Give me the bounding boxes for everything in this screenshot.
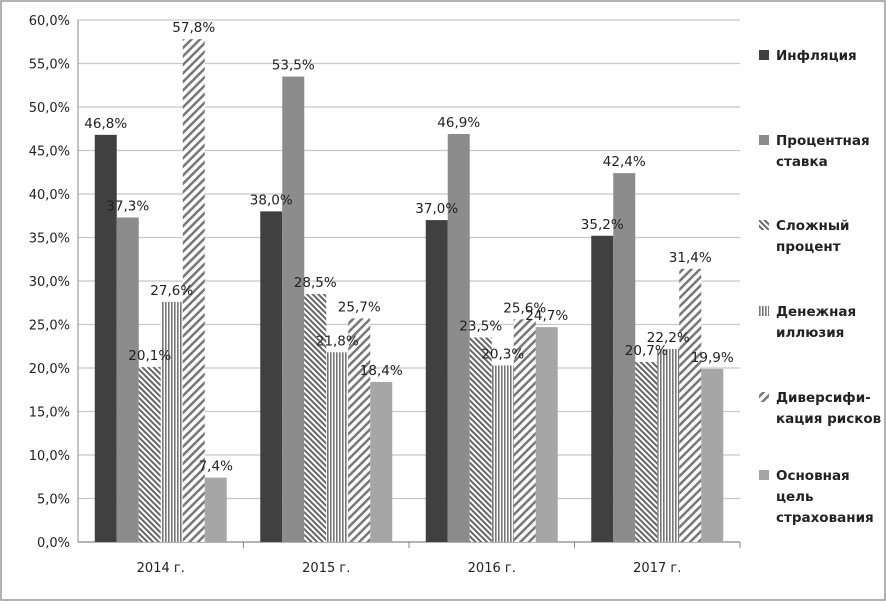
- bar: [513, 319, 536, 542]
- data-label: 21,8%: [316, 333, 359, 349]
- x-tick-label: 2017 г.: [633, 561, 681, 576]
- bar: [679, 268, 702, 542]
- data-label: 7,4%: [199, 459, 233, 475]
- legend-swatch: [759, 306, 769, 316]
- bar: [370, 381, 393, 542]
- bar: [204, 477, 227, 542]
- data-label: 46,8%: [84, 116, 127, 132]
- data-label: 23,5%: [459, 319, 502, 335]
- legend-label: цель: [776, 489, 814, 505]
- y-tick-label: 55,0%: [29, 58, 70, 73]
- data-label: 53,5%: [272, 58, 315, 74]
- legend-label: Денежная: [776, 304, 856, 320]
- bar: [425, 220, 448, 542]
- bar: [138, 367, 161, 542]
- bar: [591, 235, 614, 542]
- legend-swatch: [759, 135, 769, 145]
- data-label: 35,2%: [581, 217, 624, 233]
- y-tick-label: 25,0%: [29, 319, 70, 334]
- bar: [613, 173, 636, 542]
- data-label: 46,9%: [437, 115, 480, 131]
- bar: [657, 348, 680, 542]
- bar: [701, 368, 724, 542]
- data-label: 20,7%: [625, 343, 668, 359]
- y-tick-label: 15,0%: [29, 406, 70, 421]
- y-tick-label: 10,0%: [29, 449, 70, 464]
- legend-swatch: [759, 50, 769, 60]
- data-label: 31,4%: [669, 250, 712, 266]
- data-label: 25,7%: [338, 299, 381, 315]
- data-label: 24,7%: [525, 308, 568, 324]
- y-tick-label: 20,0%: [29, 362, 70, 377]
- y-tick-label: 60,0%: [29, 14, 70, 29]
- x-tick-label: 2014 г.: [137, 561, 185, 576]
- bar: [94, 134, 117, 542]
- bar: [469, 337, 492, 542]
- legend-label: кация рисков: [776, 411, 881, 427]
- legend-swatch: [759, 392, 769, 402]
- legend-swatch: [759, 220, 769, 230]
- data-label: 42,4%: [603, 154, 646, 170]
- bar: [447, 133, 470, 542]
- legend-label: страхования: [776, 510, 874, 526]
- legend-label: процент: [776, 239, 841, 255]
- data-label: 38,0%: [250, 192, 293, 208]
- bar: [348, 318, 371, 542]
- bar: [282, 76, 305, 543]
- y-tick-label: 30,0%: [29, 275, 70, 290]
- legend-label: Инфляция: [776, 48, 857, 64]
- data-label: 20,3%: [481, 346, 524, 362]
- legend-label: Сложный: [776, 218, 850, 234]
- bar: [326, 352, 349, 542]
- data-label: 20,1%: [128, 348, 171, 364]
- data-label: 37,3%: [106, 198, 149, 214]
- data-label: 22,2%: [647, 330, 690, 346]
- bar: [491, 365, 514, 542]
- bar: [182, 39, 205, 542]
- bar: [535, 327, 558, 542]
- x-tick-label: 2015 г.: [302, 561, 350, 576]
- y-tick-label: 45,0%: [29, 145, 70, 160]
- y-tick-label: 0,0%: [37, 536, 70, 551]
- bar: [260, 211, 283, 542]
- bar: [635, 361, 658, 542]
- data-label: 27,6%: [150, 283, 193, 299]
- legend-label: ставка: [776, 154, 828, 170]
- legend-label: иллюзия: [776, 325, 844, 341]
- data-label: 19,9%: [691, 350, 734, 366]
- x-tick-label: 2016 г.: [468, 561, 516, 576]
- legend-label: Основная: [776, 468, 850, 484]
- bar: [160, 301, 183, 542]
- legend-label: Процентная: [776, 133, 870, 149]
- data-label: 37,0%: [415, 201, 458, 217]
- data-label: 25,6%: [503, 300, 546, 316]
- data-label: 28,5%: [294, 275, 337, 291]
- bar: [304, 294, 327, 542]
- data-label: 57,8%: [172, 20, 215, 36]
- bar: [116, 217, 139, 543]
- y-tick-label: 40,0%: [29, 188, 70, 203]
- y-tick-label: 50,0%: [29, 101, 70, 116]
- data-label: 18,4%: [360, 363, 403, 379]
- y-tick-label: 35,0%: [29, 232, 70, 247]
- legend-label: Диверсифи-: [776, 390, 871, 406]
- legend-swatch: [759, 470, 769, 480]
- y-tick-label: 5,0%: [37, 493, 70, 508]
